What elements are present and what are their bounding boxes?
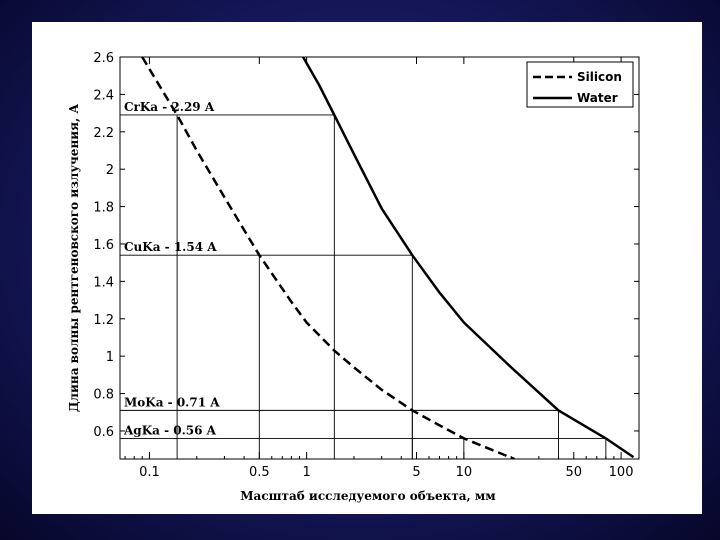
x-axis-label: Масштаб исследуемого объекта, мм [240,489,496,503]
y-tick-label: 1 [106,350,114,365]
reference-label: AgKa - 0.56 A [123,423,217,437]
x-tick-label: 0.1 [139,465,160,480]
x-tick-label: 0.5 [249,465,270,480]
series-water-line [302,57,635,459]
y-tick-label: 2 [106,163,114,178]
y-tick-label: 2.4 [93,88,114,103]
y-tick-label: 1.2 [93,313,114,328]
y-tick-label: 1.6 [93,238,114,253]
y-tick-label: 0.8 [93,388,114,403]
x-tick-label: 5 [412,465,420,480]
x-tick-label: 50 [565,465,582,480]
x-tick-label: 10 [456,465,473,480]
slide: 0.6 0.8 1 1.2 1.4 1.6 1.8 2 2.2 2.4 2.6 0.1 0.5 1 5 10 5… [32,22,702,514]
y-tick-label: 2.2 [93,126,114,141]
y-tick-label: 1.4 [93,275,114,290]
legend-water-label: Water [577,91,618,105]
x-tick-label: 100 [609,465,634,480]
chart: 0.60.811.21.41.61.822.22.42.60.1 0.5 1 5 10 5… [67,51,640,503]
reference-label: CrKa - 2.29 A [124,100,215,114]
reference-label: MoKa - 0.71 A [124,395,220,409]
reference-label: CuKa - 1.54 A [124,240,217,254]
legend-silicon-label: Silicon [577,70,622,84]
legend: Silicon Water [526,61,634,108]
x-tick-label: 1 [302,465,310,480]
y-axis-label: Длина волны рентгеновского излучения, А [67,104,81,412]
y-tick-label: 1.8 [93,201,114,216]
y-tick-label: 2.6 [93,51,114,66]
series-silicon-line [141,57,515,459]
y-tick-label: 0.6 [93,425,114,440]
legend-box [526,61,634,108]
plot-frame [119,56,640,460]
